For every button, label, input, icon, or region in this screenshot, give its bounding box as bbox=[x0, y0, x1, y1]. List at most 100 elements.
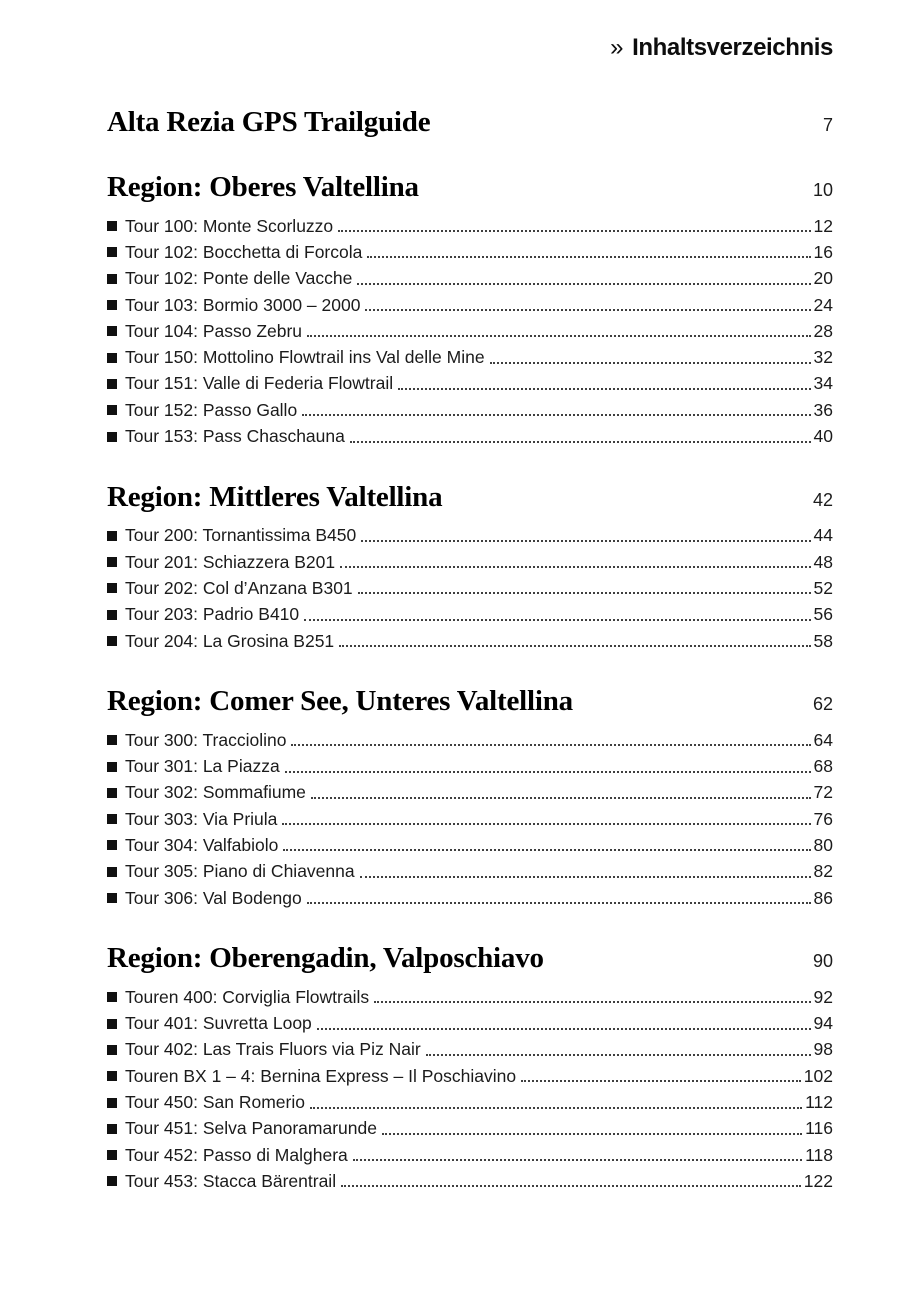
tour-page-number: 112 bbox=[805, 1092, 833, 1113]
tour-label: Tour 401: Suvretta Loop bbox=[125, 1013, 312, 1034]
square-bullet-icon bbox=[107, 352, 117, 363]
section-heading-row: Region: Oberes Valtellina 10 bbox=[107, 169, 833, 205]
dot-leader bbox=[338, 230, 811, 233]
tour-label: Tour 300: Tracciolino bbox=[125, 729, 287, 750]
dot-leader bbox=[302, 414, 811, 417]
tour-page-number: 80 bbox=[813, 834, 833, 855]
tour-page-number: 52 bbox=[813, 577, 833, 598]
toc-entry: Tour 303: Via Priula 76 bbox=[107, 806, 833, 832]
toc-entry: Tour 305: Piano di Chiavenna 82 bbox=[107, 859, 833, 885]
dot-leader bbox=[283, 849, 811, 852]
tour-page-number: 86 bbox=[813, 887, 833, 908]
square-bullet-icon bbox=[107, 326, 117, 337]
tour-page-number: 92 bbox=[813, 986, 833, 1007]
tour-list: Touren 400: Corviglia Flowtrails 92 Tour… bbox=[107, 984, 833, 1194]
dot-leader bbox=[374, 1001, 811, 1004]
toc-entry: Touren 400: Corviglia Flowtrails 92 bbox=[107, 984, 833, 1010]
toc-entry: Tour 453: Stacca Bärentrail 122 bbox=[107, 1168, 833, 1194]
dot-leader bbox=[361, 539, 811, 542]
toc-entry: Tour 152: Passo Gallo 36 bbox=[107, 397, 833, 423]
tour-page-number: 68 bbox=[813, 756, 833, 777]
tour-label: Tour 453: Stacca Bärentrail bbox=[125, 1170, 337, 1191]
section-heading: Region: Comer See, Unteres Valtellina bbox=[107, 685, 573, 718]
tour-page-number: 44 bbox=[813, 525, 833, 546]
dot-leader bbox=[306, 902, 811, 905]
toc-entry: Tour 153: Pass Chaschauna 40 bbox=[107, 423, 833, 449]
section-page-number: 62 bbox=[812, 694, 833, 715]
dot-leader bbox=[349, 440, 811, 443]
dot-leader bbox=[304, 618, 811, 621]
square-bullet-icon bbox=[107, 431, 117, 442]
dot-leader bbox=[291, 744, 811, 747]
dot-leader bbox=[357, 282, 811, 285]
tour-label: Tour 102: Ponte delle Vacche bbox=[125, 268, 353, 289]
tour-page-number: 48 bbox=[813, 551, 833, 572]
tour-label: Tour 102: Bocchetta di Forcola bbox=[125, 241, 363, 262]
tour-label: Tour 103: Bormio 3000 – 2000 bbox=[125, 294, 361, 315]
tour-label: Touren 400: Corviglia Flowtrails bbox=[125, 986, 370, 1007]
toc-entry: Tour 102: Bocchetta di Forcola 16 bbox=[107, 239, 833, 265]
toc-entry: Tour 402: Las Trais Fluors via Piz Nair … bbox=[107, 1037, 833, 1063]
dot-leader bbox=[357, 592, 811, 595]
section-heading: Region: Mittleres Valtellina bbox=[107, 480, 443, 513]
tour-label: Tour 302: Sommafiume bbox=[125, 782, 306, 803]
tour-label: Touren BX 1 – 4: Bernina Express – Il Po… bbox=[125, 1065, 517, 1086]
dot-leader bbox=[307, 335, 811, 338]
tour-page-number: 72 bbox=[813, 782, 833, 803]
tour-page-number: 56 bbox=[813, 604, 833, 625]
toc-entry: Tour 150: Mottolino Flowtrail ins Val de… bbox=[107, 344, 833, 370]
tour-page-number: 16 bbox=[813, 241, 833, 262]
tour-page-number: 24 bbox=[813, 294, 833, 315]
dot-leader bbox=[340, 566, 811, 569]
toc-entry: Tour 103: Bormio 3000 – 2000 24 bbox=[107, 292, 833, 318]
tour-list: Tour 200: Tornantissima B450 44 Tour 201… bbox=[107, 523, 833, 654]
toc-entry: Tour 306: Val Bodengo 86 bbox=[107, 885, 833, 911]
square-bullet-icon bbox=[107, 636, 117, 646]
section-page-number: 10 bbox=[812, 180, 833, 200]
dot-leader bbox=[398, 387, 811, 390]
square-bullet-icon bbox=[107, 840, 117, 851]
toc-entry: Tour 450: San Romerio 112 bbox=[107, 1089, 833, 1115]
square-bullet-icon bbox=[107, 1018, 117, 1029]
section-heading-row: Region: Comer See, Unteres Valtellina 62 bbox=[107, 683, 833, 719]
toc-entry: Tour 100: Monte Scorluzzo 12 bbox=[107, 213, 833, 239]
square-bullet-icon bbox=[107, 405, 117, 416]
tour-page-number: 122 bbox=[803, 1170, 833, 1191]
square-bullet-icon bbox=[107, 761, 117, 772]
square-bullet-icon bbox=[107, 1071, 117, 1082]
square-bullet-icon bbox=[107, 787, 117, 798]
square-bullet-icon bbox=[107, 300, 117, 311]
toc-entry: Tour 300: Tracciolino 64 bbox=[107, 727, 833, 753]
dot-leader bbox=[282, 823, 811, 826]
page-header-title: Inhaltsverzeichnis bbox=[632, 34, 833, 61]
square-bullet-icon bbox=[107, 1044, 117, 1055]
dot-leader bbox=[521, 1080, 801, 1083]
toc-section: Region: Oberengadin, Valposchiavo 90 Tou… bbox=[107, 940, 833, 1194]
tour-label: Tour 451: Selva Panoramarunde bbox=[125, 1118, 377, 1139]
dot-leader bbox=[284, 770, 811, 773]
tour-page-number: 28 bbox=[813, 320, 833, 341]
toc-entry: Tour 102: Ponte delle Vacche 20 bbox=[107, 266, 833, 292]
dot-leader bbox=[310, 796, 811, 799]
section-heading-row: Region: Mittleres Valtellina 42 bbox=[107, 479, 833, 515]
toc-entry: Tour 203: Padrio B410 56 bbox=[107, 602, 833, 628]
tour-page-number: 36 bbox=[813, 399, 833, 420]
tour-label: Tour 100: Monte Scorluzzo bbox=[125, 215, 334, 236]
dot-leader bbox=[339, 645, 811, 647]
square-bullet-icon bbox=[107, 221, 117, 232]
dot-leader bbox=[352, 1159, 803, 1162]
square-bullet-icon bbox=[107, 1150, 117, 1161]
tour-page-number: 32 bbox=[813, 347, 833, 368]
square-bullet-icon bbox=[107, 992, 117, 1003]
tour-page-number: 82 bbox=[813, 861, 833, 882]
dot-leader bbox=[489, 361, 811, 364]
dot-leader bbox=[381, 1132, 803, 1135]
toc-entry: Tour 304: Valfabiolo 80 bbox=[107, 832, 833, 858]
square-bullet-icon bbox=[107, 1097, 117, 1108]
tour-label: Tour 152: Passo Gallo bbox=[125, 399, 298, 420]
toc-sections: Region: Oberes Valtellina 10 Tour 100: M… bbox=[107, 169, 833, 1195]
square-bullet-icon bbox=[107, 530, 117, 541]
tour-list: Tour 100: Monte Scorluzzo 12 Tour 102: B… bbox=[107, 213, 833, 450]
section-page-number: 42 bbox=[812, 489, 833, 510]
